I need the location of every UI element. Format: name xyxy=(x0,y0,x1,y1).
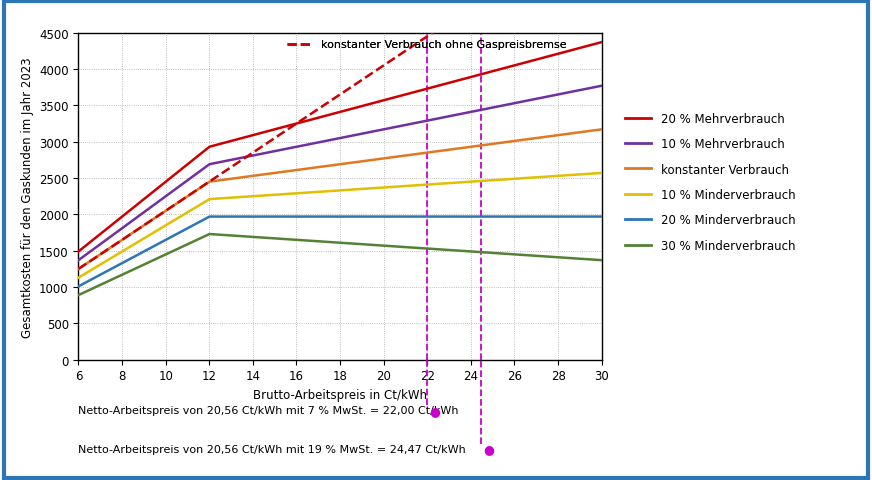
konstanter Verbrauch xyxy=(382,156,392,162)
10 % Minderverbrauch xyxy=(73,275,84,281)
20 % Minderverbrauch xyxy=(73,284,84,289)
10 % Mehrverbrauch xyxy=(73,258,84,264)
Legend: konstanter Verbrauch ohne Gaspreisbremse: konstanter Verbrauch ohne Gaspreisbremse xyxy=(283,36,570,55)
konstanter Verbrauch xyxy=(208,179,218,185)
10 % Mehrverbrauch xyxy=(467,109,478,115)
20 % Minderverbrauch xyxy=(208,214,218,220)
konstanter Verbrauch xyxy=(166,205,176,211)
10 % Mehrverbrauch xyxy=(382,127,392,132)
20 % Minderverbrauch xyxy=(310,214,320,220)
20 % Mehrverbrauch xyxy=(423,86,433,92)
30 % Minderverbrauch xyxy=(424,246,434,252)
Y-axis label: Gesamtkosten für den Gaskunden im Jahr 2023: Gesamtkosten für den Gaskunden im Jahr 2… xyxy=(21,57,34,337)
konstanter Verbrauch xyxy=(423,150,433,156)
30 % Minderverbrauch xyxy=(204,232,215,238)
20 % Minderverbrauch xyxy=(497,214,508,220)
10 % Mehrverbrauch xyxy=(208,161,218,167)
20 % Minderverbrauch xyxy=(467,214,478,220)
20 % Minderverbrauch xyxy=(382,214,392,220)
10 % Mehrverbrauch xyxy=(423,119,433,124)
Line: 30 % Minderverbrauch: 30 % Minderverbrauch xyxy=(78,235,602,296)
20 % Mehrverbrauch xyxy=(467,74,478,80)
10 % Minderverbrauch xyxy=(596,171,607,177)
30 % Minderverbrauch xyxy=(208,232,219,238)
10 % Minderverbrauch xyxy=(467,180,478,185)
10 % Mehrverbrauch xyxy=(166,190,176,196)
20 % Mehrverbrauch xyxy=(73,249,84,255)
10 % Mehrverbrauch xyxy=(310,141,320,146)
Text: Netto-Arbeitspreis von 20,56 Ct/kWh mit 7 % MwSt. = 22,00 Ct/kWh: Netto-Arbeitspreis von 20,56 Ct/kWh mit … xyxy=(78,406,459,415)
Line: 10 % Mehrverbrauch: 10 % Mehrverbrauch xyxy=(78,86,602,261)
10 % Minderverbrauch xyxy=(423,182,433,188)
10 % Minderverbrauch xyxy=(382,185,392,191)
20 % Mehrverbrauch xyxy=(310,117,320,122)
20 % Minderverbrauch xyxy=(596,214,607,220)
10 % Minderverbrauch xyxy=(208,197,218,203)
20 % Mehrverbrauch xyxy=(166,175,176,181)
Text: Netto-Arbeitspreis von 20,56 Ct/kWh mit 19 % MwSt. = 24,47 Ct/kWh: Netto-Arbeitspreis von 20,56 Ct/kWh mit … xyxy=(78,444,467,454)
30 % Minderverbrauch xyxy=(383,243,393,249)
konstanter Verbrauch xyxy=(467,144,478,150)
Text: ●: ● xyxy=(483,442,494,456)
30 % Minderverbrauch xyxy=(596,258,607,264)
20 % Mehrverbrauch xyxy=(208,144,218,149)
Legend: 20 % Mehrverbrauch, 10 % Mehrverbrauch, konstanter Verbrauch, 10 % Minderverbrau: 20 % Mehrverbrauch, 10 % Mehrverbrauch, … xyxy=(621,108,800,257)
20 % Minderverbrauch xyxy=(166,235,176,240)
Line: konstanter Verbrauch: konstanter Verbrauch xyxy=(78,130,602,269)
30 % Minderverbrauch xyxy=(310,239,321,244)
20 % Mehrverbrauch xyxy=(596,40,607,46)
10 % Minderverbrauch xyxy=(310,190,320,195)
30 % Minderverbrauch xyxy=(166,250,176,255)
20 % Mehrverbrauch xyxy=(382,97,392,103)
20 % Minderverbrauch xyxy=(423,214,433,220)
Line: 20 % Minderverbrauch: 20 % Minderverbrauch xyxy=(78,217,602,287)
30 % Minderverbrauch xyxy=(73,293,84,299)
Line: 10 % Minderverbrauch: 10 % Minderverbrauch xyxy=(78,174,602,278)
10 % Mehrverbrauch xyxy=(596,84,607,89)
30 % Minderverbrauch xyxy=(468,249,479,255)
Line: 20 % Mehrverbrauch: 20 % Mehrverbrauch xyxy=(78,43,602,252)
X-axis label: Brutto-Arbeitspreis in Ct/kWh: Brutto-Arbeitspreis in Ct/kWh xyxy=(253,388,427,401)
Text: ●: ● xyxy=(429,404,439,417)
konstanter Verbrauch xyxy=(310,165,320,171)
konstanter Verbrauch xyxy=(596,127,607,133)
10 % Minderverbrauch xyxy=(166,220,176,226)
konstanter Verbrauch xyxy=(73,266,84,272)
